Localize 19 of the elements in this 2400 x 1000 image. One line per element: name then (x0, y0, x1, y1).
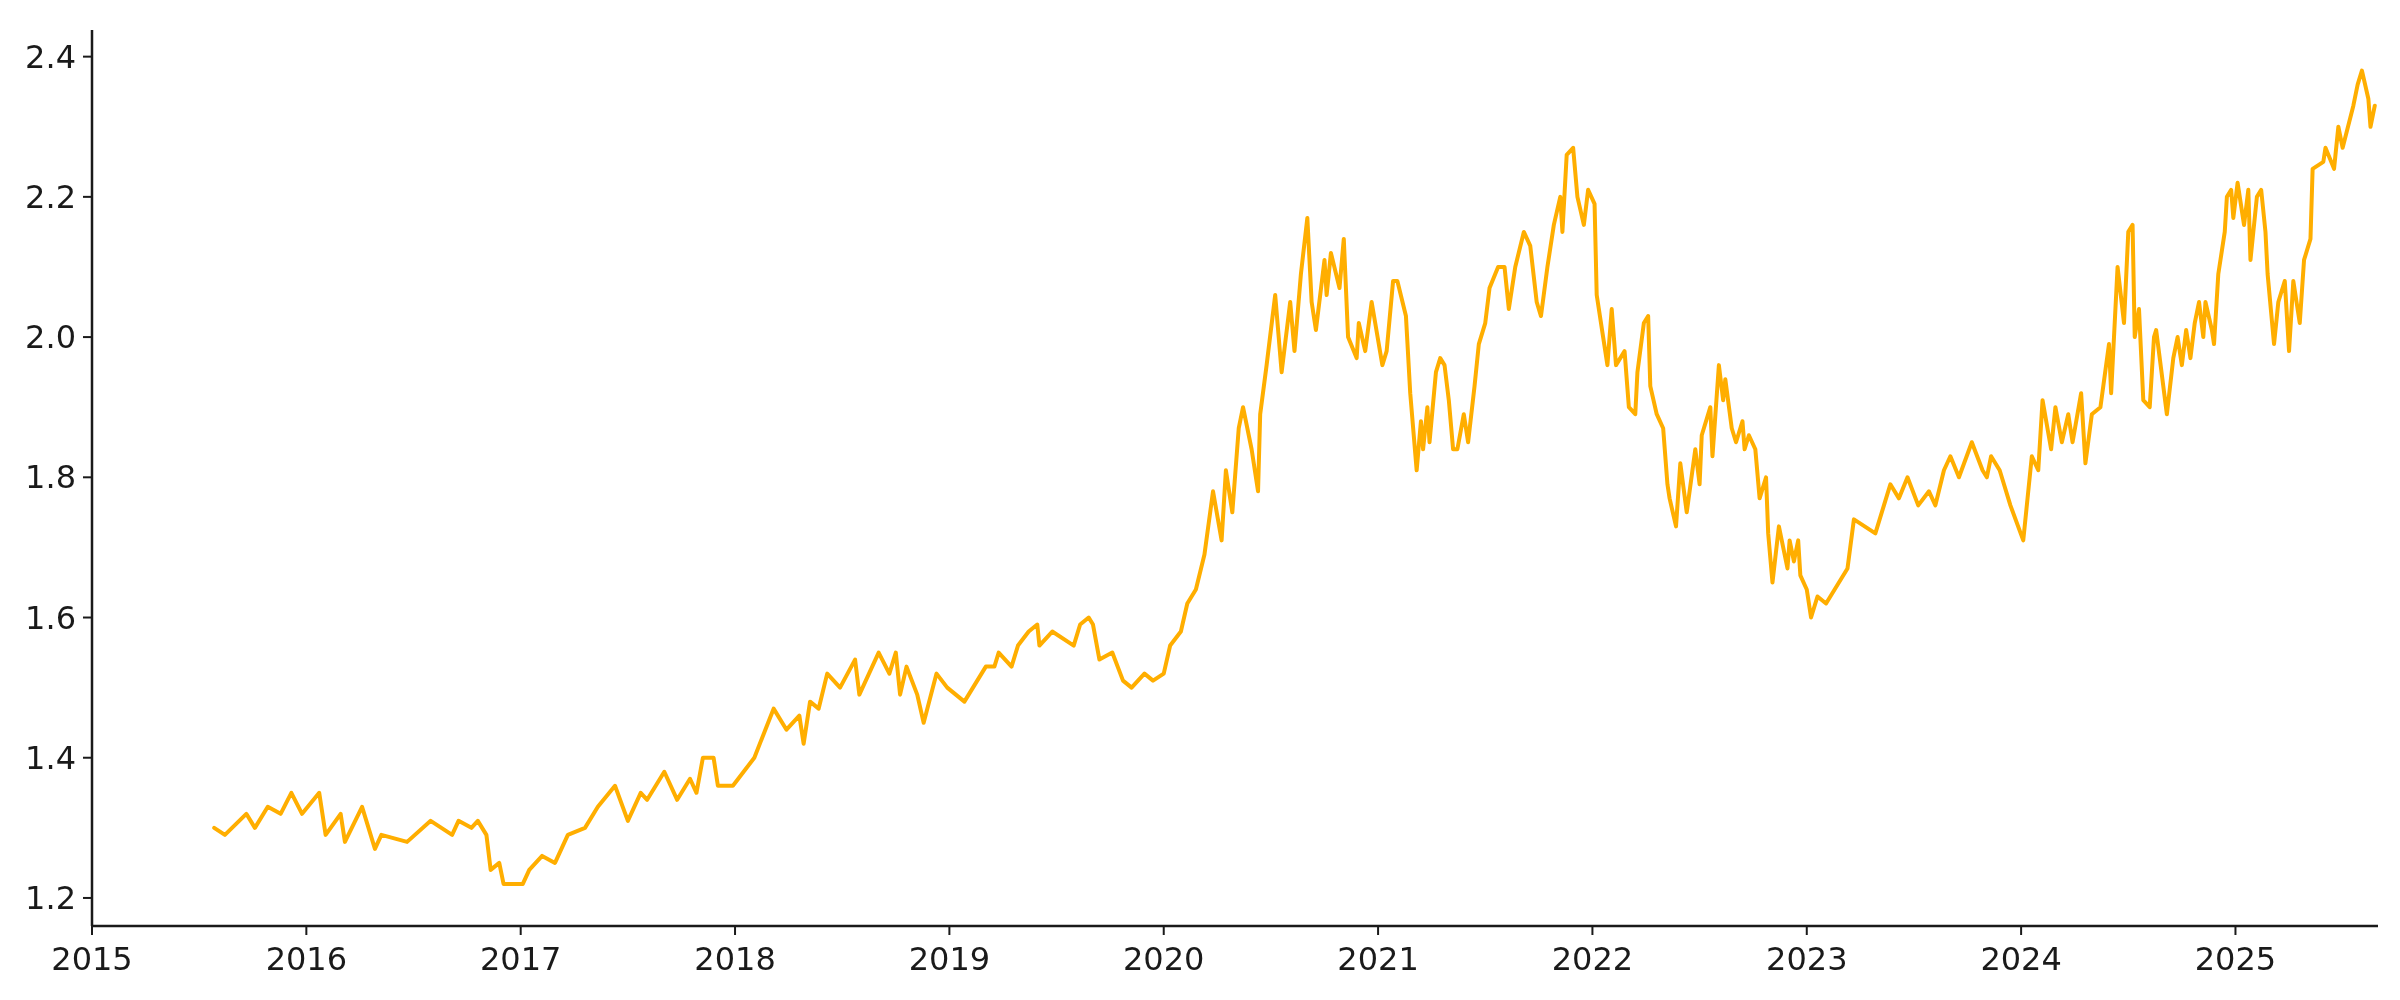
x-tick-label: 2023 (1766, 940, 1848, 978)
x-tick-label: 2025 (2194, 940, 2277, 978)
x-tick-label: 2017 (479, 940, 562, 978)
x-tick-label: 2015 (51, 940, 133, 978)
y-tick-label: 2.0 (25, 318, 76, 357)
y-tick-label: 1.6 (25, 598, 76, 637)
y-tick-label: 1.8 (25, 458, 76, 497)
x-tick-label: 2016 (265, 940, 348, 978)
x-tick-label: 2019 (908, 940, 991, 978)
y-tick-label: 1.4 (25, 738, 76, 777)
y-tick-label: 2.4 (25, 37, 76, 76)
y-tick-label: 2.2 (25, 178, 76, 217)
x-tick-label: 2020 (1123, 940, 1205, 978)
y-tick-label: 1.2 (25, 879, 76, 918)
x-tick-label: 2018 (694, 940, 776, 978)
x-tick-label: 2024 (1980, 940, 2062, 978)
x-tick-label: 2022 (1551, 940, 1634, 978)
line-series (212, 68, 2377, 886)
x-tick-label: 2021 (1337, 940, 1419, 978)
